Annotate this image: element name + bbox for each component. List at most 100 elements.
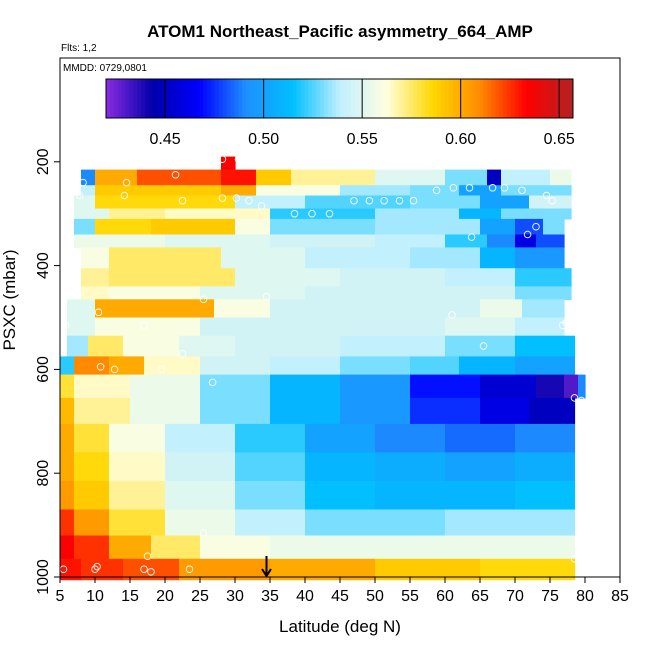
heatmap-cell-14-3 bbox=[200, 374, 271, 399]
heatmap-cell-12-0 bbox=[67, 335, 89, 358]
observation-point-29 bbox=[532, 222, 540, 231]
heatmap-cell-3-5 bbox=[480, 195, 530, 210]
heatmap-cell-16-8 bbox=[515, 423, 576, 453]
heatmap-cell-2-6 bbox=[459, 185, 502, 197]
heatmap-cell-9-2 bbox=[200, 286, 306, 300]
heatmap-cell-5-2 bbox=[151, 218, 236, 236]
heatmap-cell-19-5 bbox=[305, 509, 376, 537]
colorbar-swatch-82 bbox=[425, 79, 430, 118]
heatmap-cell-17-3 bbox=[165, 452, 236, 482]
heatmap-cell-17-4 bbox=[235, 452, 306, 482]
colorbar-swatch-15 bbox=[164, 79, 169, 118]
observation-point-27 bbox=[548, 196, 556, 205]
heatmap-cell-9-4 bbox=[445, 286, 516, 300]
heatmap-cell-1-1 bbox=[95, 169, 138, 186]
observation-point-0 bbox=[218, 155, 227, 163]
heatmap-cell-7-0 bbox=[81, 247, 110, 269]
colorbar-swatch-118 bbox=[565, 79, 570, 118]
heatmap-cell-15-7 bbox=[480, 397, 530, 425]
colorbar-swatch-99 bbox=[491, 79, 496, 118]
colorbar-swatch-110 bbox=[534, 79, 539, 118]
heatmap-cell-6-4 bbox=[445, 234, 488, 249]
observation-point-26 bbox=[542, 191, 551, 200]
colorbar-swatch-1 bbox=[109, 79, 115, 118]
colorbar-swatch-2 bbox=[113, 79, 119, 118]
heatmap-cell-3-6 bbox=[529, 195, 572, 210]
heatmap-cell-16-4 bbox=[235, 423, 306, 453]
heatmap-cell-19-1 bbox=[74, 509, 110, 537]
heatmap-cell-8-5 bbox=[515, 268, 572, 287]
colorbar-swatch-22 bbox=[191, 79, 197, 118]
observation-point-33 bbox=[199, 295, 208, 304]
colorbar-swatch-30 bbox=[222, 79, 228, 118]
colorbar-swatch-88 bbox=[448, 79, 453, 118]
colorbar-swatch-21 bbox=[187, 79, 193, 118]
heatmap-cell-5-3 bbox=[235, 218, 271, 236]
x-tick-label-6: 35 bbox=[261, 588, 279, 605]
y-tick-label-0: 200 bbox=[35, 148, 52, 175]
heatmap-cell-15-1 bbox=[74, 397, 131, 425]
dates-annotation: MMDD: 0729,0801 bbox=[63, 63, 147, 74]
heatmap-cell-15-2 bbox=[130, 397, 201, 425]
x-axis-label: Latitude (deg N) bbox=[279, 617, 401, 636]
heatmap-cell-6-7 bbox=[536, 234, 565, 249]
x-tick-label-16: 85 bbox=[611, 588, 629, 605]
colorbar-swatch-96 bbox=[479, 79, 484, 118]
colorbar-swatch-11 bbox=[148, 79, 154, 118]
observation-point-9 bbox=[232, 194, 241, 202]
heatmap-cell-11-5 bbox=[515, 317, 565, 337]
colorbar-swatch-62 bbox=[347, 79, 352, 118]
heatmap-cell-12-2 bbox=[123, 335, 180, 358]
heatmap-cell-15-6 bbox=[410, 397, 481, 425]
colorbar-swatch-17 bbox=[172, 79, 177, 118]
observation-point-6 bbox=[120, 191, 129, 200]
heatmap-cell-1-3 bbox=[221, 169, 257, 186]
observation-point-52 bbox=[140, 565, 148, 573]
observation-point-35 bbox=[140, 321, 148, 330]
colorbar: 0.45 0.50 0.55 0.60 0.65 bbox=[105, 78, 575, 148]
heatmap-cell-6-6 bbox=[515, 234, 537, 249]
colorbar-swatch-109 bbox=[530, 79, 535, 118]
heatmap-cell-18-7 bbox=[445, 481, 516, 511]
colorbar-swatch-101 bbox=[499, 79, 504, 118]
heatmap-cell-11-1 bbox=[95, 317, 201, 337]
flights-annotation: Flts: 1,2 bbox=[61, 43, 97, 54]
colorbar-swatch-89 bbox=[452, 79, 457, 118]
heatmap-cell-7-5 bbox=[480, 247, 516, 269]
heatmap-cell-14-0 bbox=[60, 374, 75, 399]
heatmap-cell-4-4 bbox=[375, 208, 460, 220]
heatmap-cell-7-3 bbox=[305, 247, 411, 269]
colorbar-swatch-13 bbox=[156, 79, 161, 118]
heatmap-cell-8-1 bbox=[109, 268, 236, 287]
heatmap-cell-13-0 bbox=[60, 356, 75, 376]
x-tick-label-0: 5 bbox=[56, 588, 65, 605]
colorbar-swatch-79 bbox=[413, 79, 418, 118]
heatmap-cell-8-3 bbox=[340, 268, 446, 287]
observation-point-46 bbox=[577, 396, 586, 405]
colorbar-swatch-18 bbox=[176, 79, 181, 118]
colorbar-swatch-43 bbox=[273, 79, 278, 118]
colorbar-swatch-119 bbox=[569, 79, 574, 118]
heatmap-cell-21-1 bbox=[81, 558, 124, 581]
heatmap-cell-12-1 bbox=[88, 335, 124, 358]
observation-point-7 bbox=[178, 196, 187, 205]
colorbar-tick-label-0: 0.45 bbox=[150, 131, 181, 148]
colorbar-swatch-92 bbox=[464, 79, 469, 118]
heatmap-cell-10-4 bbox=[375, 299, 481, 319]
colorbar-swatch-64 bbox=[355, 79, 360, 118]
colorbar-swatch-37 bbox=[249, 79, 255, 118]
colorbar-swatch-87 bbox=[444, 79, 449, 118]
y-tick-label-2: 600 bbox=[35, 356, 52, 383]
colorbar-swatch-36 bbox=[246, 79, 251, 118]
colorbar-swatch-3 bbox=[117, 79, 123, 118]
observation-point-23 bbox=[488, 184, 497, 192]
heatmap-cell-18-6 bbox=[375, 481, 446, 511]
x-tick-label-15: 80 bbox=[576, 588, 594, 605]
heatmap-cell-11-4 bbox=[445, 317, 516, 337]
heatmap-cell-1-2 bbox=[137, 169, 222, 186]
observation-point-39 bbox=[448, 311, 456, 319]
colorbar-swatch-48 bbox=[292, 79, 298, 118]
observation-point-44 bbox=[208, 378, 217, 387]
colorbar-swatch-75 bbox=[397, 79, 403, 118]
heatmap-cell-10-6 bbox=[522, 299, 565, 319]
